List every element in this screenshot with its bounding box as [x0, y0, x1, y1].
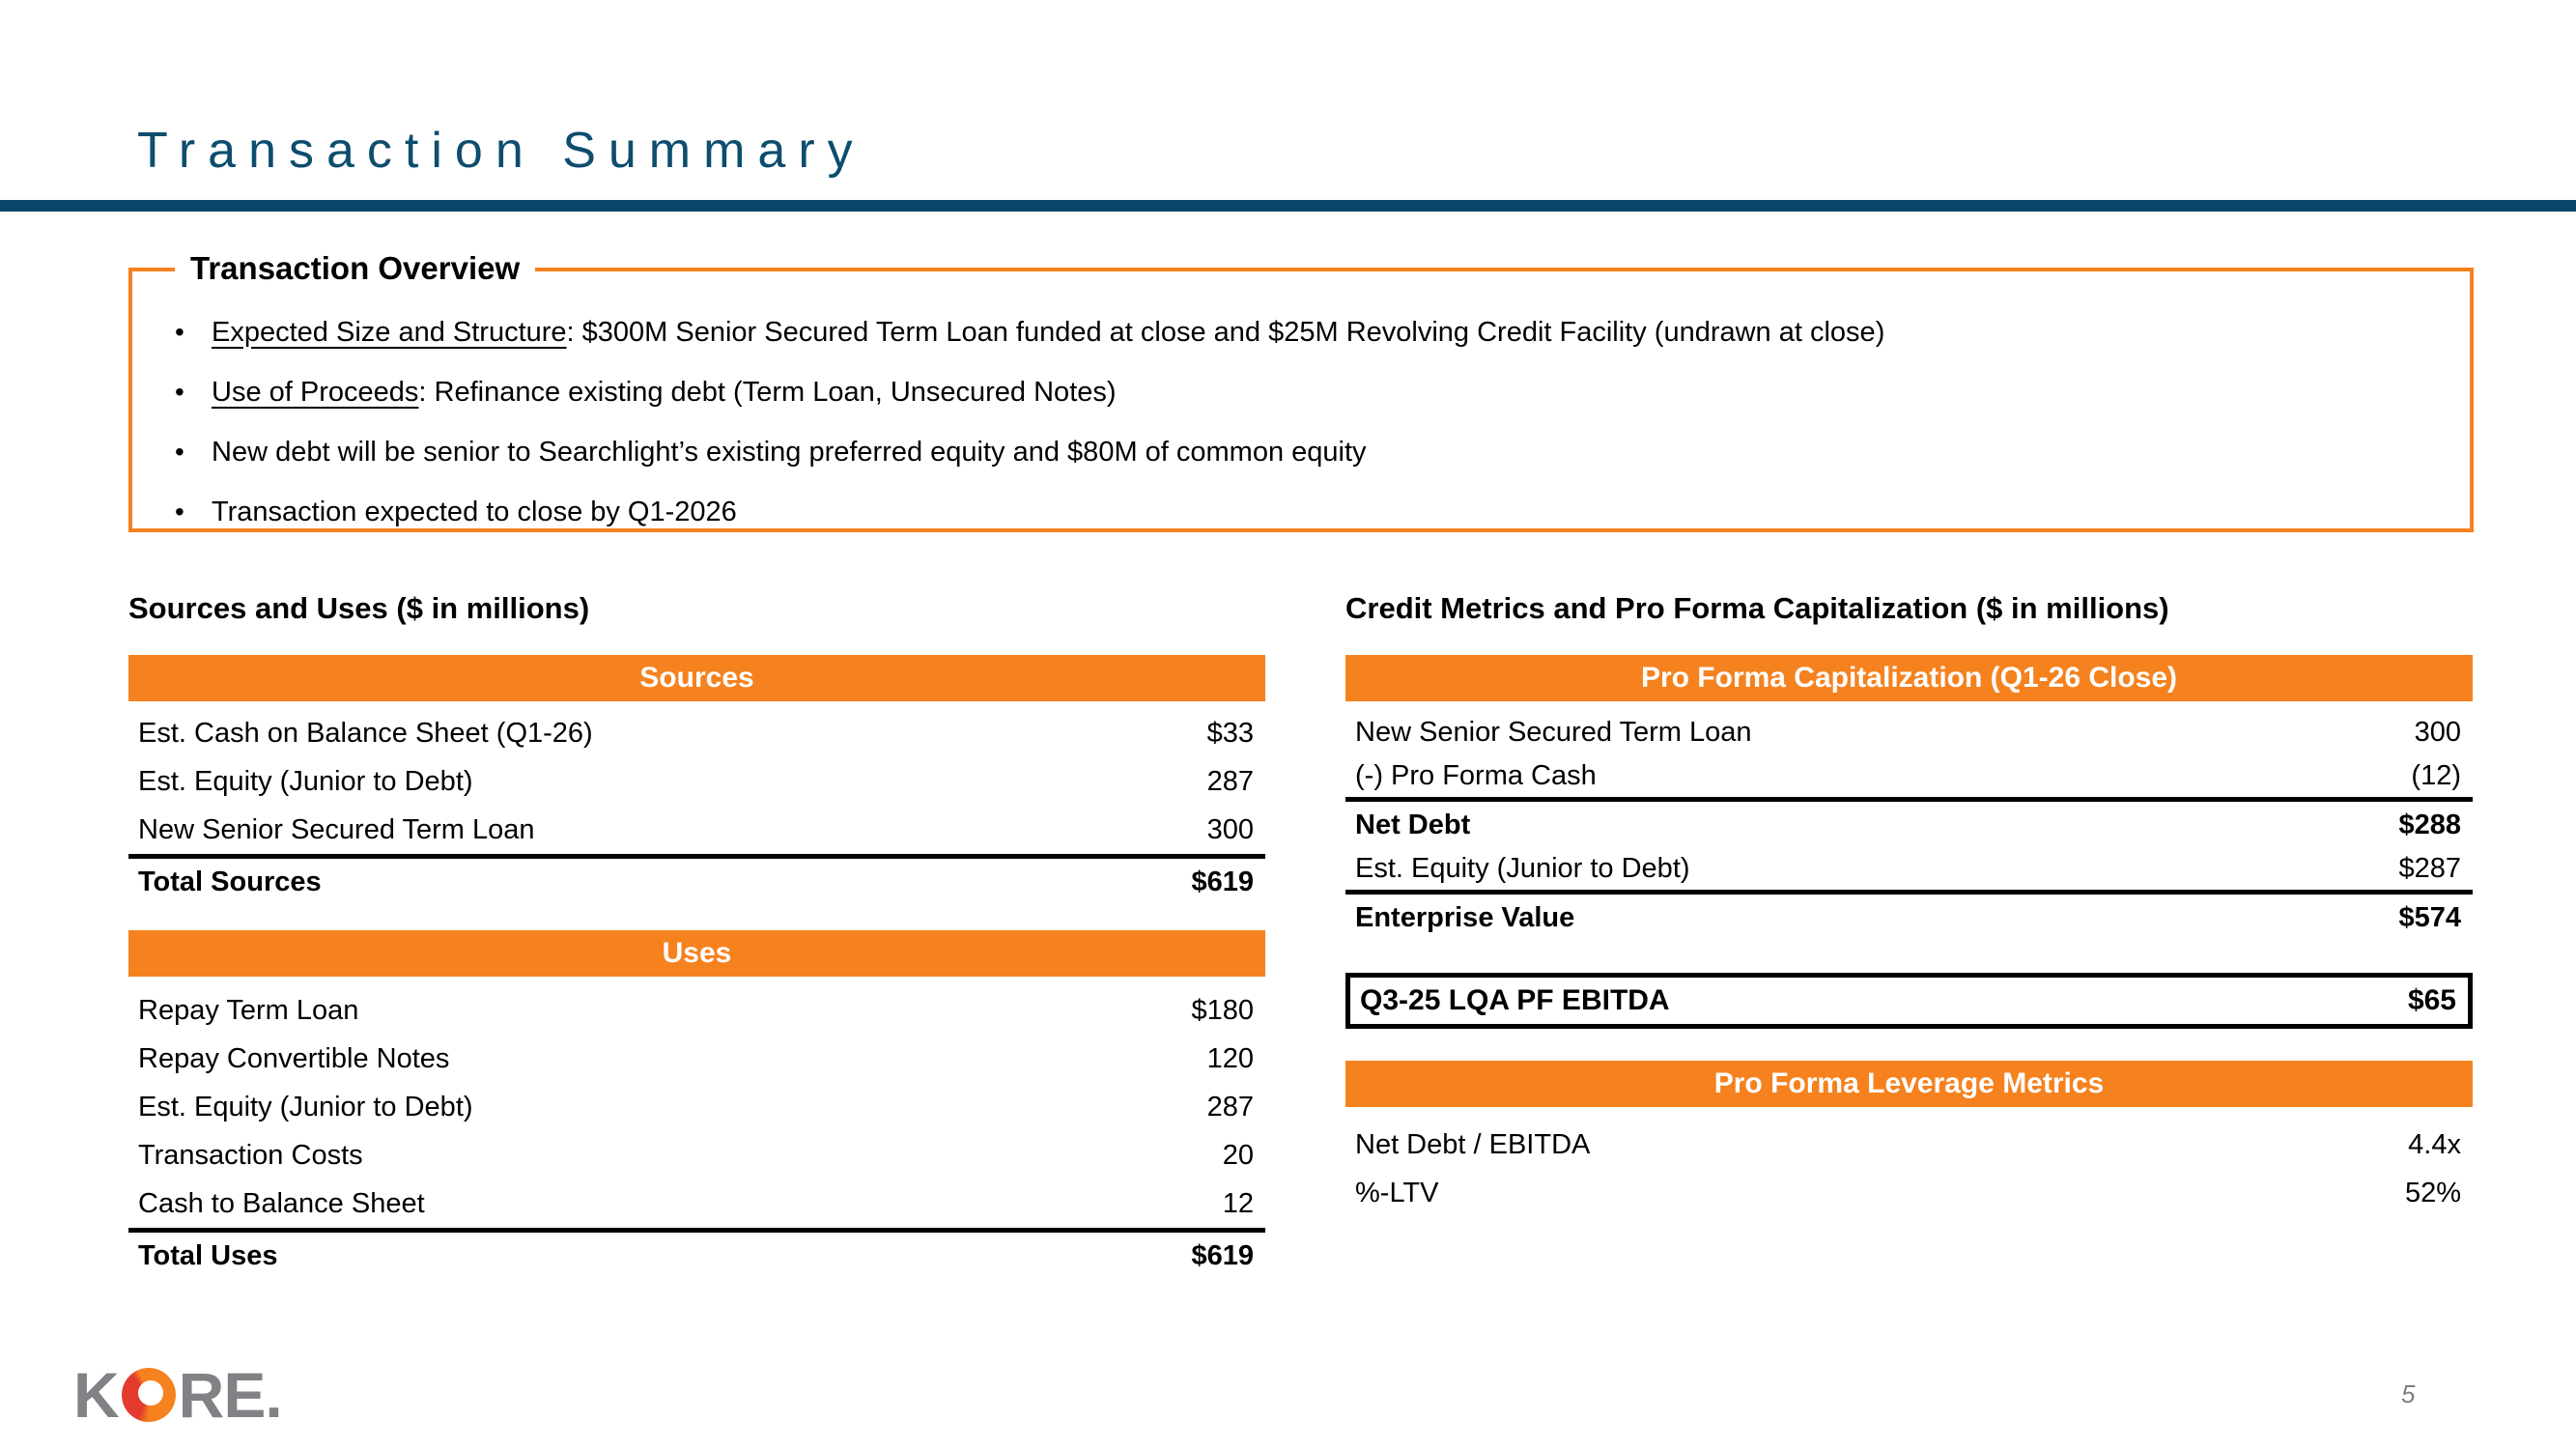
row-label: Est. Equity (Junior to Debt): [138, 765, 473, 797]
row-label: Transaction Costs: [138, 1139, 363, 1171]
overview-bullet: New debt will be senior to Searchlight’s…: [132, 422, 2470, 482]
overview-bullet: Expected Size and Structure: $300M Senio…: [132, 302, 2470, 362]
row-label: Cash to Balance Sheet: [138, 1187, 425, 1219]
transaction-overview-legend: Transaction Overview: [175, 250, 536, 287]
row-label: Repay Convertible Notes: [138, 1042, 450, 1074]
table-row: Net Debt $288: [1345, 802, 2473, 848]
table-row: Cash to Balance Sheet 12: [128, 1179, 1265, 1228]
logo-letters-re: RE: [178, 1359, 267, 1431]
table-row: New Senior Secured Term Loan 300: [128, 806, 1265, 854]
row-label: Net Debt / EBITDA: [1355, 1128, 1591, 1160]
table-row: Transaction Costs 20: [128, 1131, 1265, 1179]
total-row: Total Sources $619: [128, 854, 1265, 906]
leverage-table: Net Debt / EBITDA 4.4x %-LTV 52%: [1345, 1121, 2473, 1217]
capitalization-table: New Senior Secured Term Loan 300 (-) Pro…: [1345, 709, 2473, 941]
row-value: $287: [2398, 853, 2461, 884]
bullet-text: New debt will be senior to Searchlight’s…: [212, 436, 1367, 468]
row-label: New Senior Secured Term Loan: [138, 813, 535, 845]
row-value: 287: [1206, 765, 1254, 797]
page-title: Transaction Summary: [137, 123, 865, 179]
table-row: Enterprise Value $574: [1345, 895, 2473, 941]
row-label: (-) Pro Forma Cash: [1355, 760, 1597, 791]
row-label: Est. Equity (Junior to Debt): [1355, 853, 1690, 884]
table-row: Est. Equity (Junior to Debt) 287: [128, 1083, 1265, 1131]
overview-bullet-list: Expected Size and Structure: $300M Senio…: [132, 271, 2470, 542]
uses-header-bar: Uses: [128, 930, 1265, 977]
sources-header-bar: Sources: [128, 655, 1265, 701]
row-label: Enterprise Value: [1355, 901, 1575, 933]
total-label: Total Sources: [138, 867, 322, 897]
overview-bullet: Use of Proceeds: Refinance existing debt…: [132, 362, 2470, 422]
row-label: %-LTV: [1355, 1177, 1439, 1208]
logo-dot: .: [265, 1359, 282, 1431]
row-label: Net Debt: [1355, 809, 1471, 840]
ebitda-label: Q3-25 LQA PF EBITDA: [1360, 984, 1670, 1016]
row-value: $574: [2398, 901, 2461, 933]
sources-uses-heading: Sources and Uses ($ in millions): [128, 591, 590, 625]
row-label: Est. Cash on Balance Sheet (Q1-26): [138, 717, 593, 749]
page-number: 5: [2401, 1379, 2416, 1408]
table-row: Repay Term Loan $180: [128, 986, 1265, 1035]
table-row: %-LTV 52%: [1345, 1169, 2473, 1217]
row-value: 20: [1222, 1139, 1254, 1171]
row-label: Repay Term Loan: [138, 994, 359, 1026]
kore-logo-o-icon: [121, 1368, 176, 1422]
row-value: 52%: [2404, 1177, 2461, 1208]
row-label: Est. Equity (Junior to Debt): [138, 1091, 473, 1122]
uses-table: Repay Term Loan $180 Repay Convertible N…: [128, 986, 1265, 1280]
total-row: Total Uses $619: [128, 1228, 1265, 1280]
bullet-text: : Refinance existing debt (Term Loan, Un…: [418, 376, 1117, 408]
bullet-lead-text: Use of Proceeds: [212, 376, 419, 408]
total-label: Total Uses: [138, 1240, 278, 1271]
logo-letter-k: K: [73, 1359, 120, 1431]
capitalization-header-bar: Pro Forma Capitalization (Q1-26 Close): [1345, 655, 2473, 701]
row-value: 4.4x: [2408, 1128, 2461, 1160]
ebitda-callout-box: Q3-25 LQA PF EBITDA $65: [1345, 973, 2473, 1029]
ebitda-value: $65: [2407, 984, 2456, 1016]
row-value: 12: [1222, 1187, 1254, 1219]
row-value: $33: [1206, 717, 1254, 749]
leverage-header-bar: Pro Forma Leverage Metrics: [1345, 1061, 2473, 1107]
bullet-text: : $300M Senior Secured Term Loan funded …: [566, 316, 1885, 348]
table-row: New Senior Secured Term Loan 300: [1345, 709, 2473, 755]
table-row: Repay Convertible Notes 120: [128, 1035, 1265, 1083]
table-row: Est. Equity (Junior to Debt) 287: [128, 757, 1265, 806]
bullet-text: Transaction expected to close by Q1-2026: [212, 496, 737, 527]
row-value: 120: [1206, 1042, 1254, 1074]
row-label: New Senior Secured Term Loan: [1355, 716, 1752, 748]
sources-table: Est. Cash on Balance Sheet (Q1-26) $33 E…: [128, 709, 1265, 906]
row-value: (12): [2411, 760, 2461, 791]
transaction-overview-box: Transaction Overview Expected Size and S…: [128, 250, 2474, 532]
credit-metrics-heading: Credit Metrics and Pro Forma Capitalizat…: [1345, 591, 2169, 625]
row-value: 287: [1206, 1091, 1254, 1122]
table-row: Est. Cash on Balance Sheet (Q1-26) $33: [128, 709, 1265, 757]
kore-logo: K RE.: [73, 1358, 283, 1432]
row-value: 300: [1206, 813, 1254, 845]
table-row: (-) Pro Forma Cash (12): [1345, 755, 2473, 802]
overview-bullet: Transaction expected to close by Q1-2026: [132, 482, 2470, 542]
title-divider-rule: [0, 200, 2576, 212]
total-value: $619: [1191, 1240, 1254, 1271]
table-row: Est. Equity (Junior to Debt) $287: [1345, 848, 2473, 895]
table-row: Net Debt / EBITDA 4.4x: [1345, 1121, 2473, 1169]
row-value: $288: [2398, 809, 2461, 840]
row-value: 300: [2414, 716, 2461, 748]
bullet-lead-text: Expected Size and Structure: [212, 316, 567, 348]
row-value: $180: [1191, 994, 1254, 1026]
total-value: $619: [1191, 867, 1254, 897]
